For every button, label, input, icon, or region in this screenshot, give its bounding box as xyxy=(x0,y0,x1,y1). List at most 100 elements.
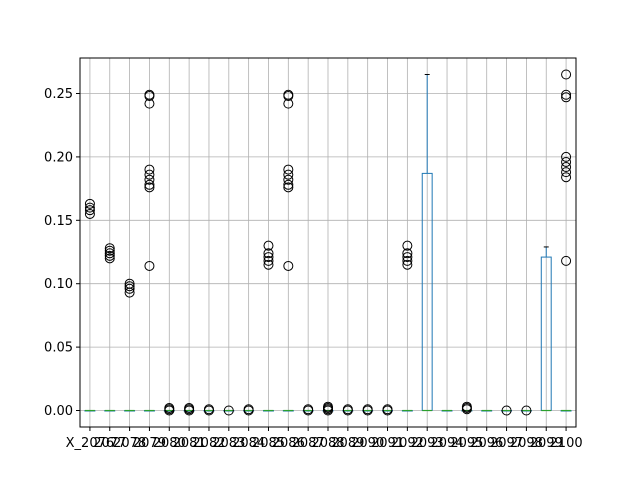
flier-point xyxy=(144,164,155,175)
flier-point xyxy=(144,89,155,100)
flier-point xyxy=(164,402,175,413)
flier-point xyxy=(283,182,294,193)
x-tick-label: 2097 xyxy=(490,436,523,451)
flier-point xyxy=(402,259,413,270)
flier-point xyxy=(144,260,155,271)
box-2091 xyxy=(382,409,393,412)
flier-layer xyxy=(84,69,572,416)
x-tick-label: 2089 xyxy=(331,436,364,451)
y-tick-label: 0.00 xyxy=(44,404,73,419)
x-tick-label: 2094 xyxy=(430,436,463,451)
flier-point xyxy=(144,169,155,180)
y-tick-label: 0.15 xyxy=(44,214,73,229)
box-2083 xyxy=(223,409,235,412)
x-tick-label: 2083 xyxy=(212,436,245,451)
x-tick-label: 2078 xyxy=(113,436,146,451)
flier-point xyxy=(561,92,572,103)
flier-point xyxy=(243,404,254,415)
x-tick-label: 2079 xyxy=(133,436,166,451)
y-tick-label: 0.10 xyxy=(44,277,73,292)
flier-point xyxy=(203,404,214,415)
flier-point xyxy=(283,260,294,271)
x-tick-label: 2077 xyxy=(93,436,126,451)
flier-point xyxy=(84,202,95,213)
flier-point xyxy=(283,89,294,100)
flier-point xyxy=(402,252,413,263)
flier-point xyxy=(521,405,532,416)
flier-point xyxy=(342,404,353,415)
flier-point xyxy=(283,164,294,175)
x-tick-label: 2092 xyxy=(391,436,424,451)
flier-point xyxy=(84,198,95,209)
flier-point xyxy=(561,156,572,167)
flier-point xyxy=(104,250,115,261)
box-2094 xyxy=(441,409,453,412)
box-2078 xyxy=(124,409,136,412)
x-tick-label: 2087 xyxy=(292,436,325,451)
flier-point xyxy=(263,252,274,263)
box-2096 xyxy=(481,409,493,412)
flier-point xyxy=(561,151,572,162)
flier-point xyxy=(283,169,294,180)
flier-point xyxy=(263,248,274,259)
flier-point xyxy=(263,259,274,270)
flier-point xyxy=(84,208,95,219)
flier-point xyxy=(382,404,393,415)
flier-point xyxy=(283,179,294,190)
x-tick-label: 2090 xyxy=(351,436,384,451)
flier-point xyxy=(461,401,472,412)
box-2086 xyxy=(282,409,294,412)
x-tick-label: 2088 xyxy=(311,436,344,451)
y-tick-label: 0.20 xyxy=(44,150,73,165)
x-tick-label: 2096 xyxy=(470,436,503,451)
flier-point xyxy=(561,162,572,173)
box-2089 xyxy=(342,409,354,412)
grid-layer xyxy=(80,58,576,427)
flier-point xyxy=(561,89,572,100)
x-tick-label: 2095 xyxy=(450,436,483,451)
x-tick-label: 2100 xyxy=(550,436,583,451)
x-tick-label: 2081 xyxy=(173,436,206,451)
flier-point xyxy=(402,248,413,259)
box-2098 xyxy=(520,409,532,412)
x-tick-label: X_2076 xyxy=(66,436,115,451)
box-2087 xyxy=(302,409,314,412)
x-tick-label: 2080 xyxy=(153,436,186,451)
flier-point xyxy=(144,179,155,190)
box-2084 xyxy=(243,409,255,412)
box-2099 xyxy=(540,246,552,412)
box-2079 xyxy=(143,409,155,412)
flier-point xyxy=(124,281,135,292)
x-tick-label: 2085 xyxy=(252,436,285,451)
x-tick-label: 2082 xyxy=(192,436,225,451)
flier-point xyxy=(184,402,195,413)
flier-point xyxy=(303,404,314,415)
flier-point xyxy=(283,174,294,185)
x-tick-label: 2098 xyxy=(510,436,543,451)
x-tick-label: 2091 xyxy=(371,436,404,451)
box-2093 xyxy=(421,73,433,412)
flier-point xyxy=(501,405,512,416)
flier-point xyxy=(263,255,274,266)
box-2092 xyxy=(401,409,413,412)
flier-point xyxy=(561,69,572,80)
y-tick-label: 0.25 xyxy=(44,87,73,102)
box-X_2076 xyxy=(84,409,96,412)
flier-point xyxy=(223,405,234,416)
flier-point xyxy=(561,255,572,266)
flier-point xyxy=(104,248,115,259)
flier-point xyxy=(144,174,155,185)
x-tick-label: 2099 xyxy=(530,436,563,451)
y-tick-label: 0.05 xyxy=(44,341,73,356)
flier-point xyxy=(124,278,135,289)
x-tick-label: 2086 xyxy=(272,436,305,451)
flier-point xyxy=(104,245,115,256)
flier-point xyxy=(263,240,274,251)
axis-layer: 0.000.050.100.150.200.25X_20762077207820… xyxy=(44,87,583,451)
flier-point xyxy=(561,172,572,183)
flier-point xyxy=(402,240,413,251)
box-2097 xyxy=(501,409,513,412)
x-tick-label: 2084 xyxy=(232,436,265,451)
flier-point xyxy=(124,283,135,294)
